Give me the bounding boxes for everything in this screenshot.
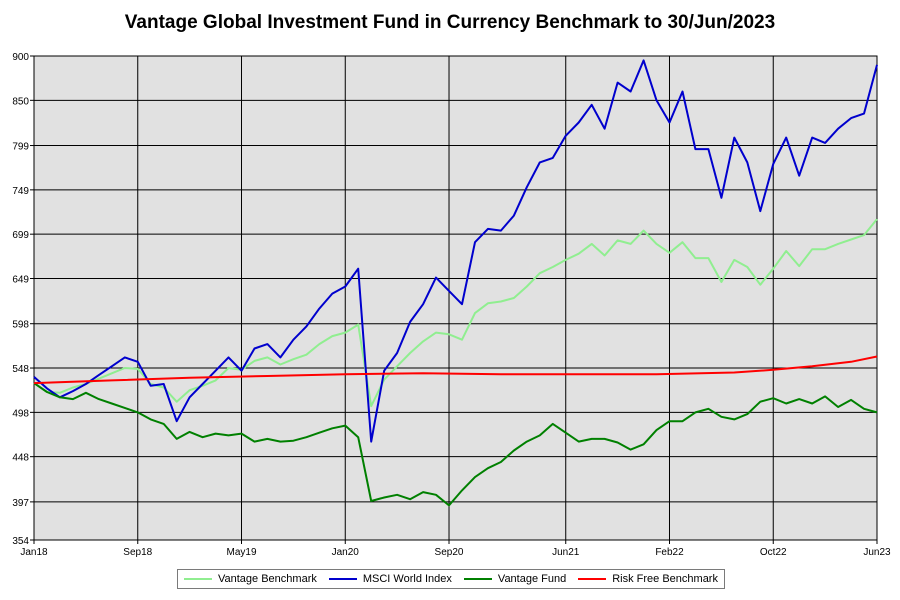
legend-swatch [184,578,212,580]
chart-title: Vantage Global Investment Fund in Curren… [124,12,776,33]
series-line-msci-world-index [33,59,878,443]
series-lines [33,59,878,507]
legend-item: Risk Free Benchmark [578,573,718,585]
x-tick-label: Feb22 [655,547,684,558]
legend-swatch [328,578,357,580]
grid-lines [34,56,877,540]
y-tick-label: 498 [12,408,29,419]
legend-label: Vantage Fund [497,573,567,585]
y-tick-label: 850 [12,96,29,107]
series-line-vantage-fund [33,382,878,507]
y-tick-label: 649 [12,274,29,285]
legend-item: MSCI World Index [328,573,452,585]
legend: Vantage Benchmark MSCI World Index Vantage… [177,569,725,589]
legend-item: Vantage Benchmark [184,573,317,585]
legend-swatch [578,578,607,580]
legend-label: Risk Free Benchmark [612,573,718,585]
y-tick-label: 448 [12,453,29,464]
x-tick-label: May19 [226,547,256,558]
series-line-vantage-benchmark [33,218,878,408]
legend-label: Vantage Benchmark [218,573,317,585]
y-tick-label: 900 [12,52,29,63]
y-tick-label: 799 [12,142,29,153]
y-tick-label: 548 [12,364,29,375]
y-tick-label: 598 [12,320,29,331]
x-tick-label: Jun23 [863,547,891,558]
x-tick-label: Sep18 [123,547,152,558]
y-tick-label: 397 [12,498,29,509]
legend-swatch [463,578,492,580]
legend-label: MSCI World Index [362,573,452,585]
y-axis-ticks: 354 397 448 498 548 598 649 699 749 799 850 900 [12,52,34,547]
legend-item: Vantage Fund [463,573,567,585]
x-tick-label: Jan20 [332,547,360,558]
y-tick-label: 699 [12,230,29,241]
x-tick-label: Oct22 [760,547,787,558]
y-tick-label: 749 [12,186,29,197]
x-tick-label: Sep20 [435,547,464,558]
x-axis-ticks: Jan18 Sep18 May19 Jan20 Sep20 Jun21 Feb22 Oct22… [20,540,891,558]
series-line-risk-free-benchmark [33,355,878,385]
x-tick-label: Jun21 [552,547,580,558]
x-tick-label: Jan18 [20,547,48,558]
y-tick-label: 354 [12,536,29,547]
